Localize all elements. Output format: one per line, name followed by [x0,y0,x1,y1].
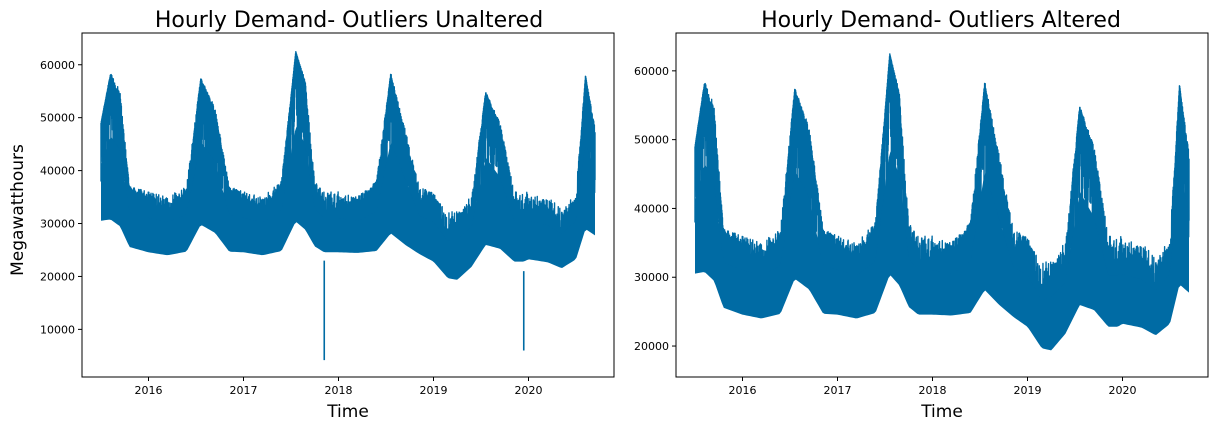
chart-title: Hourly Demand- Outliers Unaltered [155,8,543,33]
y-tick-label: 50000 [634,134,669,147]
y-tick-label: 40000 [40,165,75,178]
series-marks [100,51,596,361]
series-band [101,126,595,280]
series-line [100,51,596,274]
x-tick-label: 2016 [135,384,163,397]
y-tick-label: 40000 [634,202,669,215]
y-tick-label: 20000 [634,340,669,353]
plot-frame [81,32,615,378]
x-axis-ticks: 2016 2017 2018 2019 2020 [729,377,1137,397]
plot-frame [675,32,1209,378]
series-line [694,53,1190,342]
series-band [695,151,1189,351]
x-tick-label: 2020 [1109,384,1137,397]
x-tick-label: 2018 [919,384,947,397]
chart-outliers-altered: Hourly Demand- Outliers Altered 2016 2017… [634,8,1209,422]
chart-title: Hourly Demand- Outliers Altered [761,8,1121,33]
y-tick-label: 60000 [40,59,75,72]
x-tick-label: 2017 [230,384,258,397]
x-tick-label: 2017 [824,384,852,397]
x-axis-label: Time [920,402,963,422]
chart-outliers-unaltered: Hourly Demand- Outliers Unaltered 2016 20… [8,8,615,422]
x-tick-label: 2019 [420,384,448,397]
x-tick-label: 2016 [729,384,757,397]
y-axis-label: Megawatthours [8,144,28,276]
y-axis-ticks: 10000 20000 30000 40000 50000 60000 [40,59,82,336]
x-axis-ticks: 2016 2017 2018 2019 2020 [135,377,543,397]
y-tick-label: 50000 [40,112,75,125]
y-axis-ticks: 20000 30000 40000 50000 60000 [634,65,676,353]
series-marks [694,53,1190,351]
x-axis-label: Time [326,402,369,422]
x-tick-label: 2020 [515,384,543,397]
x-tick-label: 2019 [1014,384,1042,397]
x-tick-label: 2018 [325,384,353,397]
y-tick-label: 30000 [40,218,75,231]
y-tick-label: 60000 [634,65,669,78]
y-tick-label: 20000 [40,270,75,283]
y-tick-label: 30000 [634,271,669,284]
y-tick-label: 10000 [40,323,75,336]
